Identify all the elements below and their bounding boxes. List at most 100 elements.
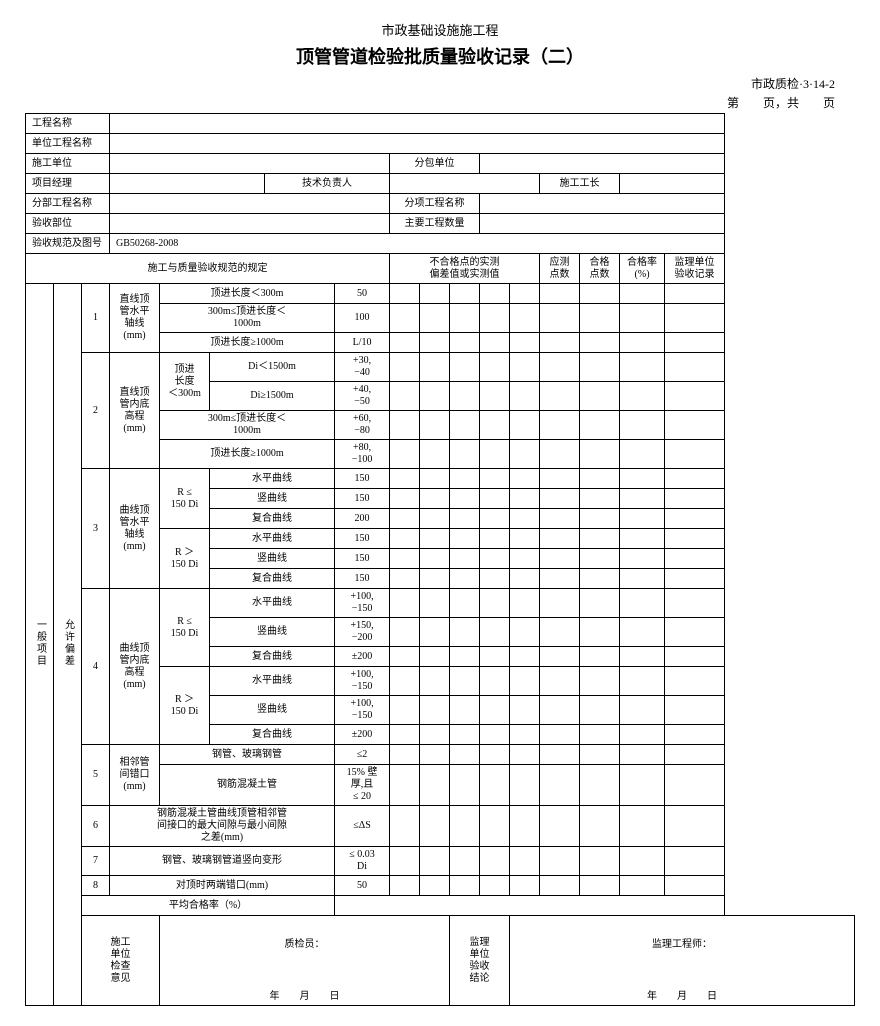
lbl-contractor: 施工单位 bbox=[26, 154, 110, 174]
th-hg: 合格点数 bbox=[580, 254, 620, 284]
g4p2s1-v: +100,−150 bbox=[335, 667, 390, 696]
val-techlead[interactable] bbox=[390, 174, 540, 194]
g3p1s2-t: 竖曲线 bbox=[210, 489, 335, 509]
g8-t: 对顶时两端错口(mm) bbox=[110, 876, 335, 896]
cell[interactable] bbox=[580, 284, 620, 304]
footer-left-box[interactable]: 质检员： 年 月 日 bbox=[160, 916, 450, 1006]
g3p2s2-v: 150 bbox=[335, 549, 390, 569]
val-code: GB50268-2008 bbox=[110, 234, 725, 254]
cell[interactable] bbox=[510, 284, 540, 304]
footer-right-box[interactable]: 监理工程师： 年 月 日 bbox=[510, 916, 855, 1006]
lbl-code: 验收规范及图号 bbox=[26, 234, 110, 254]
lbl-subcontractor: 分包单位 bbox=[390, 154, 480, 174]
g3p1s1-v: 150 bbox=[335, 469, 390, 489]
g3p2s1-t: 水平曲线 bbox=[210, 529, 335, 549]
g4p1s1-v: +100,−150 bbox=[335, 589, 390, 618]
cell[interactable] bbox=[390, 284, 420, 304]
g2a2-t: Di≥1500m bbox=[210, 382, 335, 411]
g3-num: 3 bbox=[82, 469, 110, 589]
g6-t: 钢筋混凝土管曲线顶管相邻管间接口的最大间隙与最小间隙之差(mm) bbox=[110, 806, 335, 847]
g5a-v: ≤2 bbox=[335, 745, 390, 765]
lbl-division: 分部工程名称 bbox=[26, 194, 110, 214]
val-qty[interactable] bbox=[480, 214, 725, 234]
g8-v: 50 bbox=[335, 876, 390, 896]
lbl-pm: 项目经理 bbox=[26, 174, 110, 194]
g1a-t: 顶进长度＜300m bbox=[160, 284, 335, 304]
g1c-t: 顶进长度≥1000m bbox=[160, 333, 335, 353]
g1b-v: 100 bbox=[335, 304, 390, 333]
g5a-t: 钢管、玻璃钢管 bbox=[160, 745, 335, 765]
cell[interactable] bbox=[450, 284, 480, 304]
g3-name: 曲线顶管水平轴线(mm) bbox=[110, 469, 160, 589]
g6-v: ≤ΔS bbox=[335, 806, 390, 847]
g5b-t: 钢筋混凝土管 bbox=[160, 765, 335, 806]
g3p1-t: R ≤150 Di bbox=[160, 469, 210, 529]
pre-title: 市政基础设施施工程 bbox=[25, 20, 855, 39]
th-jl: 监理单位验收记录 bbox=[665, 254, 725, 284]
val-part[interactable] bbox=[110, 214, 390, 234]
g3p2s3-t: 复合曲线 bbox=[210, 569, 335, 589]
lbl-techlead: 技术负责人 bbox=[265, 174, 390, 194]
g5b-v: 15% 壁厚,且≤ 20 bbox=[335, 765, 390, 806]
g2a1-v: +30,−40 bbox=[335, 353, 390, 382]
g1a-v: 50 bbox=[335, 284, 390, 304]
lbl-unit: 单位工程名称 bbox=[26, 134, 110, 154]
cell[interactable] bbox=[540, 284, 580, 304]
th-spec: 施工与质量验收规范的规定 bbox=[26, 254, 390, 284]
lbl-foreman: 施工工长 bbox=[540, 174, 620, 194]
g4p2s2-t: 竖曲线 bbox=[210, 696, 335, 725]
val-contractor[interactable] bbox=[110, 154, 390, 174]
g4p1s2-v: +150,−200 bbox=[335, 618, 390, 647]
val-subcontractor[interactable] bbox=[480, 154, 725, 174]
lbl-project: 工程名称 bbox=[26, 114, 110, 134]
g1c-v: L/10 bbox=[335, 333, 390, 353]
doc-number: 市政质检·3·14-2 bbox=[25, 75, 855, 92]
g2-num: 2 bbox=[82, 353, 110, 469]
g4p1s1-t: 水平曲线 bbox=[210, 589, 335, 618]
val-division[interactable] bbox=[110, 194, 390, 214]
g4-name: 曲线顶管内底高程(mm) bbox=[110, 589, 160, 745]
val-foreman[interactable] bbox=[620, 174, 725, 194]
lbl-part: 验收部位 bbox=[26, 214, 110, 234]
g7-v: ≤ 0.03Di bbox=[335, 847, 390, 876]
g1-num: 1 bbox=[82, 284, 110, 353]
avg-lbl: 平均合格率（%） bbox=[82, 896, 335, 916]
g1-name: 直线顶管水平轴线(mm) bbox=[110, 284, 160, 353]
lbl-item: 分项工程名称 bbox=[390, 194, 480, 214]
cell[interactable] bbox=[420, 284, 450, 304]
g6-num: 6 bbox=[82, 806, 110, 847]
page-counter: 第 页，共 页 bbox=[25, 94, 855, 111]
g7-num: 7 bbox=[82, 847, 110, 876]
avg-val[interactable] bbox=[335, 896, 725, 916]
g4p2-t: R ＞150 Di bbox=[160, 667, 210, 745]
g4p2s1-t: 水平曲线 bbox=[210, 667, 335, 696]
val-item[interactable] bbox=[480, 194, 725, 214]
g4p1-t: R ≤150 Di bbox=[160, 589, 210, 667]
g8-num: 8 bbox=[82, 876, 110, 896]
g5-num: 5 bbox=[82, 745, 110, 806]
cell[interactable] bbox=[480, 284, 510, 304]
g4p1s2-t: 竖曲线 bbox=[210, 618, 335, 647]
footer-left-lbl: 施工单位检查意见 bbox=[82, 916, 160, 1006]
g3p2s1-v: 150 bbox=[335, 529, 390, 549]
side-tolerance: 允许偏差 bbox=[54, 284, 82, 1006]
g2a-t: 顶进长度＜300m bbox=[160, 353, 210, 411]
g2b-v: +60,−80 bbox=[335, 411, 390, 440]
cell[interactable] bbox=[620, 284, 665, 304]
footer-mid-lbl: 监理单位验收结论 bbox=[450, 916, 510, 1006]
lbl-qty: 主要工程数量 bbox=[390, 214, 480, 234]
side-general: 一般项目 bbox=[26, 284, 54, 1006]
cell[interactable] bbox=[665, 284, 725, 304]
main-table: 工程名称 单位工程名称 施工单位 分包单位 项目经理 技术负责人 施工工长 分部… bbox=[25, 113, 855, 1006]
g4p2s3-v: ±200 bbox=[335, 725, 390, 745]
g3p2s2-t: 竖曲线 bbox=[210, 549, 335, 569]
val-unit[interactable] bbox=[110, 134, 725, 154]
val-pm[interactable] bbox=[110, 174, 265, 194]
g4p2s3-t: 复合曲线 bbox=[210, 725, 335, 745]
g2c-t: 顶进长度≥1000m bbox=[160, 440, 335, 469]
th-yc: 应测点数 bbox=[540, 254, 580, 284]
g2-name: 直线顶管内底高程(mm) bbox=[110, 353, 160, 469]
g3p2s3-v: 150 bbox=[335, 569, 390, 589]
val-project[interactable] bbox=[110, 114, 725, 134]
page-title: 顶管管道检验批质量验收记录（二） bbox=[25, 43, 855, 69]
